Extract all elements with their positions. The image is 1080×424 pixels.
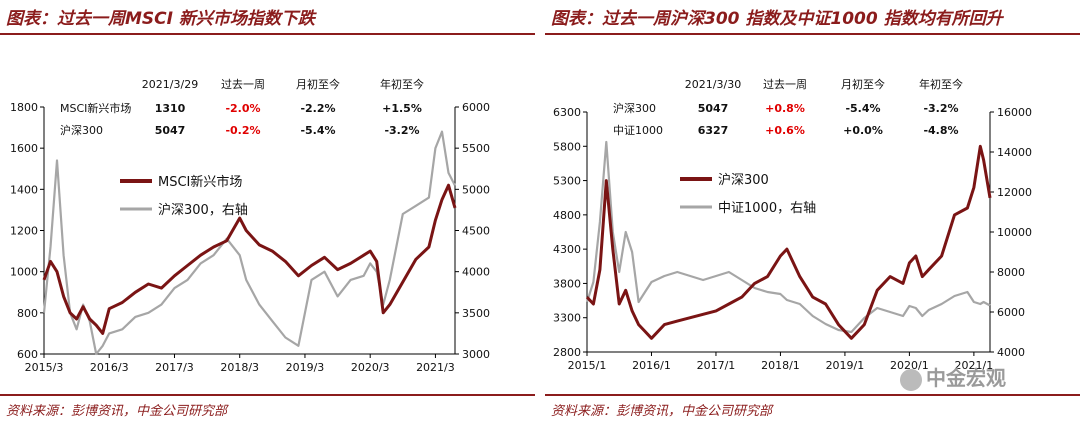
table-value: 5047 [698,102,729,115]
chart-panel-csi: 图表：过去一周沪深300 指数及中证1000 指数均有所回升 2800 3300 3… [545,0,1080,424]
x-tick-label: 2016/1 [632,359,671,372]
table-header: 2021/3/29 [142,78,198,91]
chart-source: 资料来源：彭博资讯，中金公司研究部 [6,404,228,419]
y-left-tick-label: 1600 [10,142,38,155]
y-left-tick-label: 1000 [10,266,38,279]
table-row-name: 沪深300 [613,101,656,115]
table-value: 1310 [155,102,186,115]
source-rule [545,394,1080,396]
table-week-change: +0.8% [765,102,805,115]
x-tick-label: 2017/1 [697,359,736,372]
chart-title: 图表：过去一周MSCI 新兴市场指数下跌 [6,9,315,29]
table-header: 2021/3/30 [685,78,741,91]
y-left-tick-label: 3300 [553,312,581,325]
table-row-name: 沪深300 [60,123,103,137]
x-tick-label: 2019/3 [286,361,325,374]
x-tick-label: 2018/3 [220,361,259,374]
y-left-tick-label: 600 [17,348,38,361]
table-row-name: 中证1000 [613,124,663,137]
y-right-tick-label: 6000 [997,306,1025,319]
watermark: 中金宏观 [900,362,1006,391]
watermark-text: 中金宏观 [926,366,1006,390]
x-tick-label: 2021/1 [955,359,994,372]
table-month-change: -2.2% [300,102,335,115]
x-tick-label: 2016/3 [90,361,129,374]
y-right-tick-label: 5000 [462,183,490,196]
table-header: 年初至今 [919,77,963,91]
legend-label: 沪深300，右轴 [158,202,248,218]
y-right-tick-label: 6000 [462,101,490,114]
table-header: 月初至今 [841,77,885,91]
table-header: 过去一周 [221,78,265,91]
y-right-tick-label: 12000 [997,186,1032,199]
x-tick-label: 2017/3 [155,361,194,374]
series-line-primary [585,144,992,340]
x-tick-label: 2020/1 [890,359,929,372]
table-value: 6327 [698,124,729,137]
chart-source: 资料来源：彭博资讯，中金公司研究部 [551,404,773,419]
y-left-tick-label: 4800 [553,209,581,222]
y-right-tick-label: 16000 [997,106,1032,119]
table-ytd-change: -4.8% [923,124,958,137]
chart-panel-msci: 图表：过去一周MSCI 新兴市场指数下跌 600 800 1000 1200 1400 1… [0,0,535,424]
y-right-tick-label: 8000 [997,266,1025,279]
x-tick-label: 2015/3 [25,361,64,374]
table-ytd-change: -3.2% [384,124,419,137]
y-left-tick-label: 5800 [553,140,581,153]
y-right-tick-label: 14000 [997,146,1032,159]
y-right-tick-label: 4000 [462,266,490,279]
y-right-tick-label: 5500 [462,142,490,155]
y-left-tick-label: 4300 [553,243,581,256]
x-tick-label: 2019/1 [826,359,865,372]
table-header: 月初至今 [296,77,340,91]
y-left-tick-label: 1400 [10,183,38,196]
x-tick-label: 2018/1 [761,359,800,372]
y-right-tick-label: 4500 [462,225,490,238]
x-tick-label: 2015/1 [568,359,607,372]
y-right-tick-label: 4000 [997,346,1025,359]
legend-label: 中证1000，右轴 [718,201,816,216]
legend-label: MSCI新兴市场 [158,174,242,190]
table-week-change: -2.0% [225,102,260,115]
y-right-tick-label: 3000 [462,348,490,361]
y-right-tick-label: 10000 [997,226,1032,239]
wechat-icon [900,368,922,391]
series-line-secondary [585,140,991,334]
x-tick-label: 2021/3 [416,361,455,374]
title-rule [545,33,1080,35]
table-ytd-change: -3.2% [923,102,958,115]
x-tick-label: 2020/3 [351,361,390,374]
table-month-change: -5.4% [300,124,335,137]
table-week-change: +0.6% [765,124,805,137]
title-rule [0,33,535,35]
chart-svg: 600 800 1000 1200 1400 1600 1800 3000 3500 4000 45… [10,77,490,374]
legend-label: 沪深300 [718,172,769,188]
y-left-tick-label: 5300 [553,175,581,188]
y-left-tick-label: 3800 [553,277,581,290]
chart-svg: 2800 3300 3800 4300 4800 5300 5800 6300 4000 6000… [553,77,1032,372]
y-left-tick-label: 6300 [553,106,581,119]
table-ytd-change: +1.5% [382,102,422,115]
table-month-change: +0.0% [843,124,883,137]
y-left-tick-label: 1800 [10,101,38,114]
chart-title: 图表：过去一周沪深300 指数及中证1000 指数均有所回升 [551,9,1003,29]
y-left-tick-label: 2800 [553,346,581,359]
y-right-tick-label: 3500 [462,307,490,320]
source-rule [0,394,535,396]
y-left-tick-label: 1200 [10,225,38,238]
table-value: 5047 [155,124,186,137]
table-row-name: MSCI新兴市场 [60,101,131,115]
table-header: 年初至今 [380,77,424,91]
y-left-tick-label: 800 [17,307,38,320]
table-month-change: -5.4% [845,102,880,115]
series-line-primary [42,183,457,335]
table-week-change: -0.2% [225,124,260,137]
table-header: 过去一周 [763,78,807,91]
